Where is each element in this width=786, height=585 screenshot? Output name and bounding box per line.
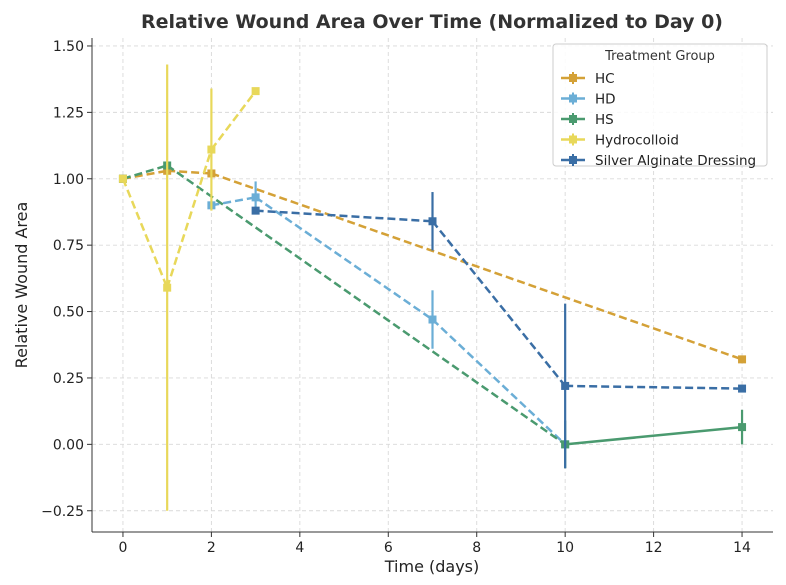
y-tick-label: 0.25	[53, 371, 84, 387]
y-tick-label: 1.50	[53, 39, 84, 55]
legend-item: HC	[561, 71, 615, 87]
series-line-segment	[565, 425, 743, 446]
series-line-segment	[211, 196, 256, 207]
x-tick-label: 4	[295, 540, 304, 556]
series-line-segment	[210, 172, 743, 361]
data-point	[251, 193, 260, 202]
data-point	[738, 384, 747, 393]
legend-title: Treatment Group	[604, 49, 715, 64]
data-point	[561, 381, 570, 390]
x-tick-label: 6	[384, 540, 393, 556]
y-tick-label: 0.75	[53, 238, 84, 254]
data-point	[428, 315, 437, 324]
ticks: 0 2 4 6 8 10 12 14 −0.25 0.00 0.25 0.50 0.75 1.00 1.25…	[41, 39, 751, 556]
series-line-segment	[165, 149, 213, 289]
y-axis-label: Relative Wound Area	[12, 202, 31, 369]
legend-swatch-marker	[569, 94, 577, 103]
legend-label: HS	[595, 112, 614, 128]
axes	[91, 38, 773, 533]
data-point	[738, 423, 747, 432]
legend-swatch-marker	[569, 74, 577, 82]
legend-swatch-marker	[569, 156, 577, 164]
series-layer	[118, 64, 747, 511]
series-line-segment	[565, 384, 743, 390]
legend-item: Silver Alginate Dressing	[561, 153, 756, 169]
x-tick-label: 10	[556, 540, 574, 556]
y-tick-label: 1.25	[53, 105, 84, 121]
legend-box	[552, 43, 768, 167]
legend: Treatment Group HC HD HS Hydrocolloid Silver …	[552, 43, 768, 169]
data-point	[251, 206, 260, 215]
series-line-segment	[122, 164, 168, 180]
chart-title: Relative Wound Area Over Time (Normalize…	[141, 11, 723, 33]
legend-label: HC	[595, 71, 615, 87]
legend-label: HD	[595, 92, 616, 108]
data-point	[163, 283, 172, 292]
series-line-segment	[121, 178, 169, 289]
data-point	[118, 174, 127, 183]
series-line-segment	[431, 318, 567, 446]
series-silver-alginate-dressing	[251, 192, 747, 469]
legend-item: HS	[561, 112, 614, 128]
y-tick-label: 0.50	[53, 305, 84, 321]
legend-label: Hydrocolloid	[595, 133, 679, 149]
x-tick-label: 14	[733, 540, 751, 556]
legend-item: HD	[561, 92, 616, 108]
series-line-segment	[166, 164, 566, 446]
x-tick-label: 12	[645, 540, 663, 556]
legend-swatch-marker	[569, 115, 577, 123]
x-tick-label: 8	[472, 540, 481, 556]
series-hydrocolloid	[118, 64, 260, 511]
data-point	[738, 355, 747, 364]
x-axis-label: Time (days)	[384, 557, 480, 576]
legend-label: Silver Alginate Dressing	[595, 153, 756, 169]
x-tick-label: 0	[118, 540, 127, 556]
legend-swatch-marker	[569, 135, 577, 144]
data-point	[428, 217, 437, 226]
data-point	[251, 87, 260, 96]
x-tick-label: 2	[207, 540, 216, 556]
data-point	[207, 145, 216, 154]
y-tick-label: 1.00	[53, 172, 84, 188]
series-line-segment	[210, 90, 257, 151]
y-tick-label: −0.25	[41, 504, 84, 520]
series-line-segment	[255, 209, 433, 223]
legend-item: Hydrocolloid	[561, 133, 679, 149]
y-tick-label: 0.00	[53, 437, 84, 453]
